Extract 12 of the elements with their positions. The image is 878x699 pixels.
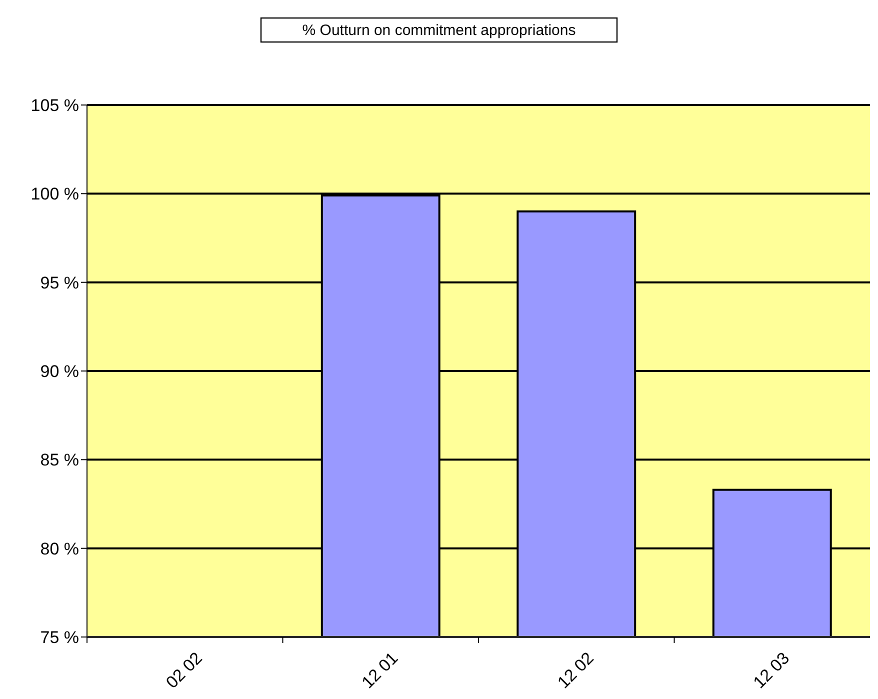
y-tick-label: 105 % [30, 96, 79, 115]
y-tick-label: 75 % [40, 628, 79, 647]
x-tick-label: 12 02 [554, 648, 598, 692]
chart-title: % Outturn on commitment appropriations [302, 22, 576, 39]
y-tick-label: 85 % [40, 450, 79, 470]
x-tick-label: 12 01 [358, 648, 402, 692]
x-tick-label: 12 03 [750, 648, 794, 692]
y-tick-label: 95 % [40, 273, 79, 292]
y-tick-label: 90 % [40, 362, 79, 381]
x-tick-label: 02 02 [162, 648, 206, 692]
y-tick-label: 80 % [40, 539, 79, 558]
y-tick-label: 100 % [30, 184, 79, 204]
